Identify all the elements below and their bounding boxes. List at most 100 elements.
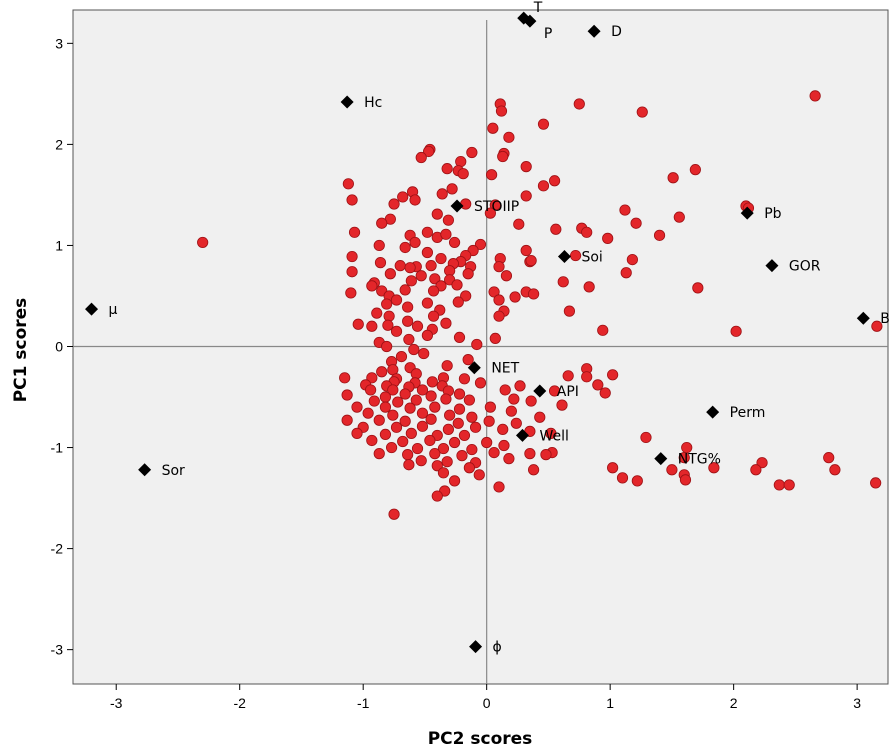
x-axis-title: PC2 scores (428, 729, 533, 749)
observation-point (436, 188, 448, 200)
observation-point (421, 226, 434, 238)
observation-point (366, 372, 378, 384)
observation-point (495, 105, 508, 117)
observation-point (602, 232, 614, 244)
variable-label: GOR (789, 259, 821, 275)
observation-point (556, 399, 568, 411)
observation-point (408, 343, 420, 356)
observation-point (371, 307, 383, 319)
x-tick-label: -1 (357, 695, 370, 711)
observation-point (348, 226, 361, 238)
observation-point (411, 320, 424, 332)
observation-point (667, 172, 679, 184)
observation-point (493, 310, 505, 322)
observation-point (548, 385, 561, 397)
observation-point (440, 317, 452, 329)
observation-point (403, 333, 415, 346)
variable-marker (469, 640, 483, 654)
observation-point (823, 452, 835, 464)
observation-point (402, 315, 414, 327)
observation-point (415, 455, 427, 467)
y-tick-label: 2 (55, 136, 63, 152)
observation-point (537, 180, 550, 192)
observation-point (345, 287, 357, 299)
observation-point (373, 239, 385, 252)
observation-point (513, 218, 525, 230)
observation-point (462, 268, 474, 280)
observation-point (462, 354, 474, 366)
observation-point (679, 474, 692, 486)
variable-label: Soi (581, 250, 602, 266)
observation-point (548, 175, 561, 187)
variable-label: NET (491, 361, 519, 377)
observation-point (409, 194, 421, 206)
observation-point (415, 151, 427, 164)
observation-point (425, 413, 437, 425)
observation-point (429, 273, 441, 285)
x-tick-label: -3 (110, 695, 123, 711)
observation-point (583, 281, 595, 293)
observation-point (390, 325, 403, 337)
variable-label: P (544, 26, 552, 42)
observation-point (431, 460, 443, 472)
observation-point (870, 477, 882, 489)
x-tick-label: 0 (483, 695, 491, 711)
observation-point (373, 414, 385, 426)
observation-point (597, 324, 609, 336)
observation-point (520, 244, 532, 257)
variable-marker (85, 302, 99, 316)
observation-point (373, 448, 385, 460)
observation-point (382, 319, 394, 331)
observation-point (437, 467, 450, 479)
observation-point (581, 226, 593, 238)
variable-marker (856, 311, 870, 325)
observation-point (520, 190, 532, 202)
observation-point (404, 402, 416, 414)
observation-point (392, 396, 404, 408)
observation-point (425, 390, 437, 402)
observation-point (460, 290, 472, 302)
observation-point (871, 320, 883, 332)
observation-point (626, 253, 638, 266)
observation-point (509, 291, 521, 303)
observation-point (484, 401, 496, 413)
observation-point (607, 462, 619, 474)
observation-point (653, 229, 666, 241)
y-tick-label: 0 (55, 338, 63, 354)
observation-point (562, 370, 574, 382)
y-tick-label: -1 (51, 440, 64, 456)
observation-point (540, 449, 552, 461)
variable-label: Bo (880, 311, 890, 327)
observation-point (503, 131, 515, 143)
observation-point (466, 411, 478, 423)
observation-point (466, 146, 478, 159)
observation-point (429, 401, 441, 413)
observation-point (666, 464, 678, 476)
observation-point (488, 286, 500, 298)
variable-label: Hc (364, 95, 382, 111)
observation-point (381, 298, 393, 310)
observation-point (510, 417, 522, 429)
observation-point (493, 261, 505, 273)
observation-point (427, 310, 440, 322)
observation-point (499, 384, 511, 396)
observation-point (534, 411, 546, 423)
observation-point (453, 403, 466, 415)
observation-point (352, 318, 364, 330)
observation-point (421, 329, 434, 341)
observation-point (673, 211, 685, 223)
variable-marker (523, 14, 537, 28)
observation-point (402, 449, 414, 461)
variable-marker (706, 405, 720, 419)
observation-point (397, 191, 409, 203)
observation-point (385, 441, 398, 454)
observation-point (500, 270, 513, 282)
observation-point (362, 407, 374, 419)
observation-point (405, 275, 417, 287)
y-tick-label: -3 (51, 642, 64, 658)
observation-point (483, 415, 495, 427)
observation-point (708, 462, 720, 474)
observation-point (458, 373, 471, 385)
observation-point (452, 417, 464, 429)
